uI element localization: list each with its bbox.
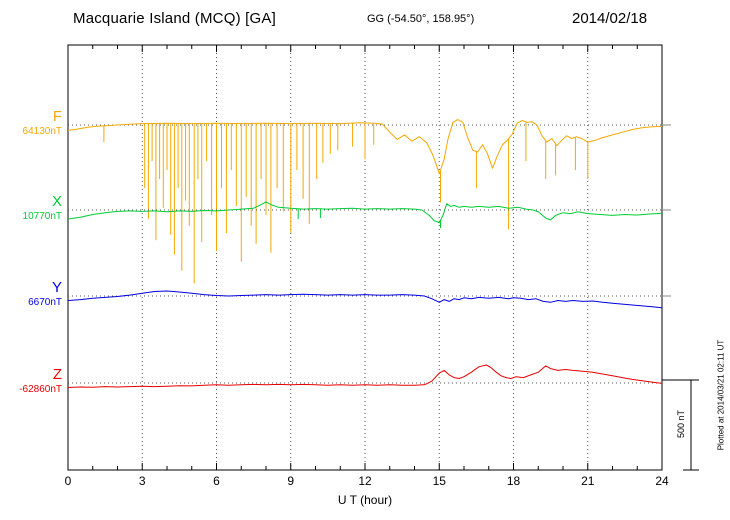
x-tick-label-3: 3	[138, 474, 146, 488]
series-baseline-value-X: 10770nT	[22, 211, 62, 222]
series-label-Y: Y 6670nT	[6, 280, 62, 308]
series-name-Z: Z	[52, 366, 62, 383]
plotted-at-timestamp: Plotted at 2014/03/21 02:11 UT	[716, 339, 726, 451]
trace-X	[67, 201, 663, 224]
series-baseline-value-F: 64130nT	[22, 126, 62, 137]
plot-date: 2014/02/18	[572, 10, 648, 27]
series-baseline-value-Z: -62860nT	[19, 384, 62, 395]
series-name-F: F	[52, 108, 62, 125]
station-title: Macquarie Island (MCQ) [GA]	[73, 10, 276, 27]
series-label-X: X 10770nT	[6, 194, 62, 222]
x-tick-label-9: 9	[287, 474, 295, 488]
series-label-F: F 64130nT	[6, 109, 62, 137]
series-baseline-value-Y: 6670nT	[28, 297, 62, 308]
x-tick-label-21: 21	[581, 474, 595, 488]
trace-F	[67, 119, 663, 175]
series-label-Z: Z -62860nT	[6, 367, 62, 395]
trace-Z	[67, 364, 663, 388]
x-tick-label-12: 12	[358, 474, 372, 488]
x-tick-label-0: 0	[64, 474, 72, 488]
series-name-Y: Y	[51, 279, 62, 296]
x-tick-label-6: 6	[213, 474, 220, 488]
trace-Y	[67, 290, 663, 309]
series-name-X: X	[51, 193, 62, 210]
x-tick-label-15: 15	[432, 474, 446, 488]
x-axis-label: U T (hour)	[337, 493, 393, 507]
x-tick-label-18: 18	[506, 474, 521, 488]
x-tick-label-24: 24	[655, 474, 669, 488]
scale-bar-label: 500 nT	[676, 409, 686, 439]
geographic-coordinates: GG (-54.50°, 158.95°)	[367, 13, 475, 25]
